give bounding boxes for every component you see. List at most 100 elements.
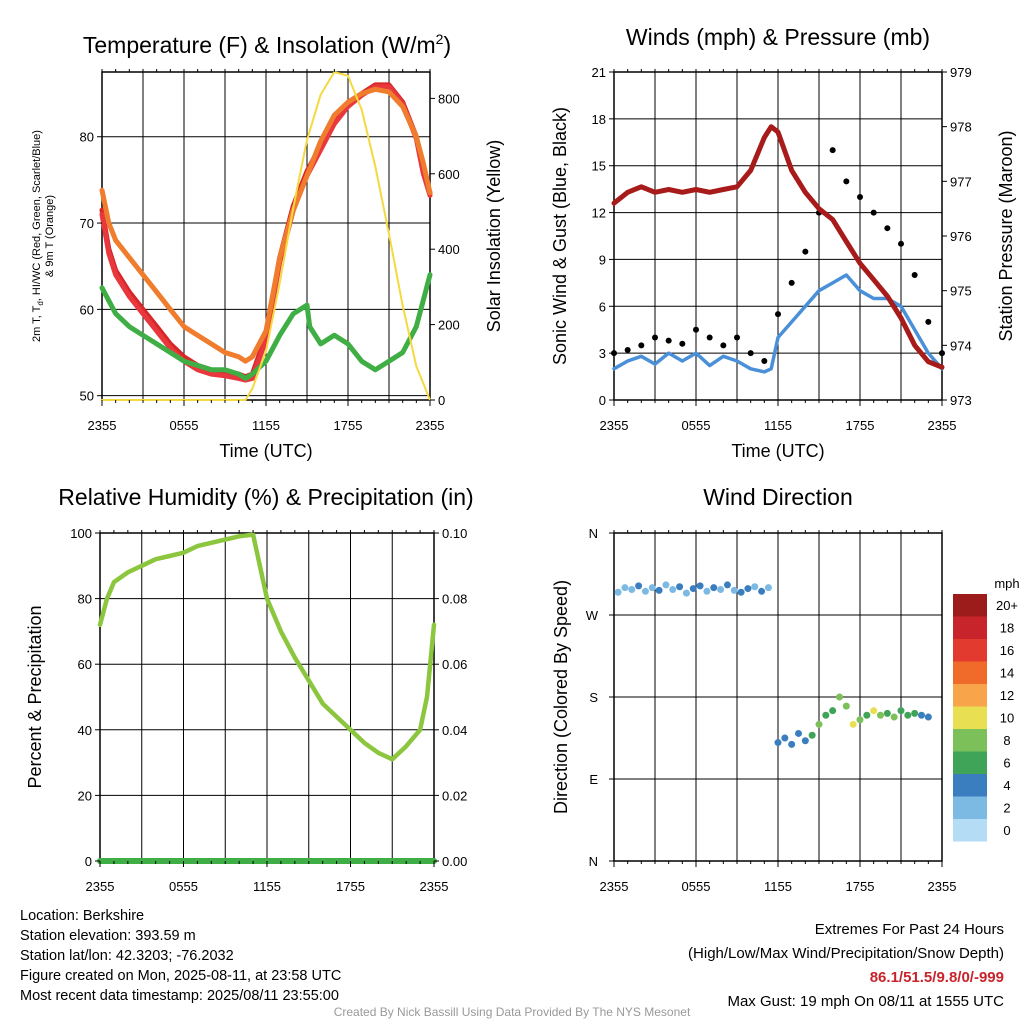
direction-point [788,740,796,748]
extremes-box: Extremes For Past 24 Hours (High/Low/Max… [688,918,1004,1014]
x-tick-label: 1755 [336,879,365,894]
wind-speed-line [612,273,944,374]
x-tick-label: 0555 [682,418,711,433]
legend-label: 10 [1000,711,1014,726]
direction-point [890,713,898,721]
gust-point [775,311,781,318]
wind-direction-title: Wind Direction [703,484,853,510]
direction-tick-label: W [586,608,599,623]
gust-point [679,340,686,347]
direction-point [710,584,718,592]
direction-point [764,584,772,592]
right-tick-label: 400 [438,242,460,257]
legend-swatch [953,774,987,797]
direction-point [696,582,704,590]
gust-point [638,342,645,349]
direction-point [723,581,731,589]
left-tick-label: 21 [592,65,606,80]
winds-xlabel: Time (UTC) [731,441,824,461]
x-tick-label: 1155 [764,879,792,894]
gust-point [802,248,809,255]
temperature-title: Temperature (F) & Insolation (W/m2) [83,31,451,58]
gust-point [870,209,877,216]
x-tick-label: 0555 [169,879,198,894]
direction-point [758,587,766,595]
dewpoint-line [99,272,433,381]
right-tick-label: 975 [950,284,972,299]
direction-point [676,583,684,591]
left-tick-label: 70 [80,216,94,231]
x-tick-label: 1755 [846,879,875,894]
temperature-xlabel: Time (UTC) [219,441,312,461]
right-tick-label: 0 [438,393,445,408]
direction-point [781,734,789,742]
x-tick-label: 2355 [416,418,445,433]
x-tick-label: 2355 [600,879,629,894]
winds-panel: Winds (mph) & Pressure (mb) 2355 0555 1155… [550,24,1016,461]
right-tick-label: 200 [438,318,460,333]
gust-point [665,337,672,344]
gust-point [911,272,918,279]
direction-point [717,585,725,593]
direction-point [614,588,622,596]
left-tick-label: 50 [80,389,94,404]
wind-direction-panel: Wind Direction 2355 0555 1155 1755 2355NESWN… [551,484,1020,894]
pressure-line [611,124,945,370]
left-tick-label: 0 [599,393,606,408]
direction-point [863,711,871,719]
legend-swatch [953,729,987,752]
right-tick-label: 978 [950,120,972,135]
winds-ylabel-left: Sonic Wind & Gust (Blue, Black) [550,107,570,365]
legend-label: 20+ [996,598,1018,613]
direction-point [621,584,629,592]
left-tick-label: 20 [78,788,92,803]
gust-point [761,357,768,364]
x-tick-label: 1755 [846,418,875,433]
direction-point [795,729,802,737]
direction-point [628,585,636,593]
left-tick-label: 80 [80,130,94,145]
direction-point [744,585,752,593]
direction-point [655,586,663,594]
direction-point [836,693,843,701]
x-tick-label: 1755 [334,418,363,433]
right-tick-label: 600 [438,167,460,182]
direction-point [911,709,919,717]
gust-point [734,334,740,341]
left-tick-label: 18 [592,112,606,127]
humidity-line [97,532,437,762]
right-tick-label: 976 [950,229,972,244]
direction-point [703,587,711,595]
legend-label: 12 [1000,688,1014,703]
gust-point [747,350,754,357]
legend-swatch [953,639,987,662]
legend-swatch [953,819,987,842]
left-tick-label: 80 [78,592,92,607]
left-tick-label: 0 [85,854,92,869]
direction-point [751,583,759,591]
left-tick-label: 9 [599,252,606,267]
gust-point [939,350,945,357]
direction-point [669,585,677,593]
right-tick-label: 0.06 [442,657,467,672]
winds-title: Winds (mph) & Pressure (mb) [626,24,930,50]
created-text: Figure created on Mon, 2025-08-11, at 23… [20,968,342,984]
direction-point [918,711,925,719]
insolation-line [101,71,431,401]
right-tick-label: 979 [950,65,972,80]
x-tick-label: 2355 [88,418,117,433]
left-tick-label: 6 [599,299,606,314]
x-tick-label: 0555 [170,418,199,433]
legend-swatch [953,594,987,617]
gust-point [925,318,932,325]
gust-point [720,342,727,349]
legend-swatch [953,706,987,729]
right-tick-label: 0.04 [442,723,467,738]
legend-label: 18 [1000,621,1014,636]
direction-point [801,737,809,745]
legend-label: 14 [1000,666,1014,681]
direction-tick-label: S [589,690,598,705]
x-tick-label: 2355 [928,418,957,433]
direction-point [870,707,878,715]
